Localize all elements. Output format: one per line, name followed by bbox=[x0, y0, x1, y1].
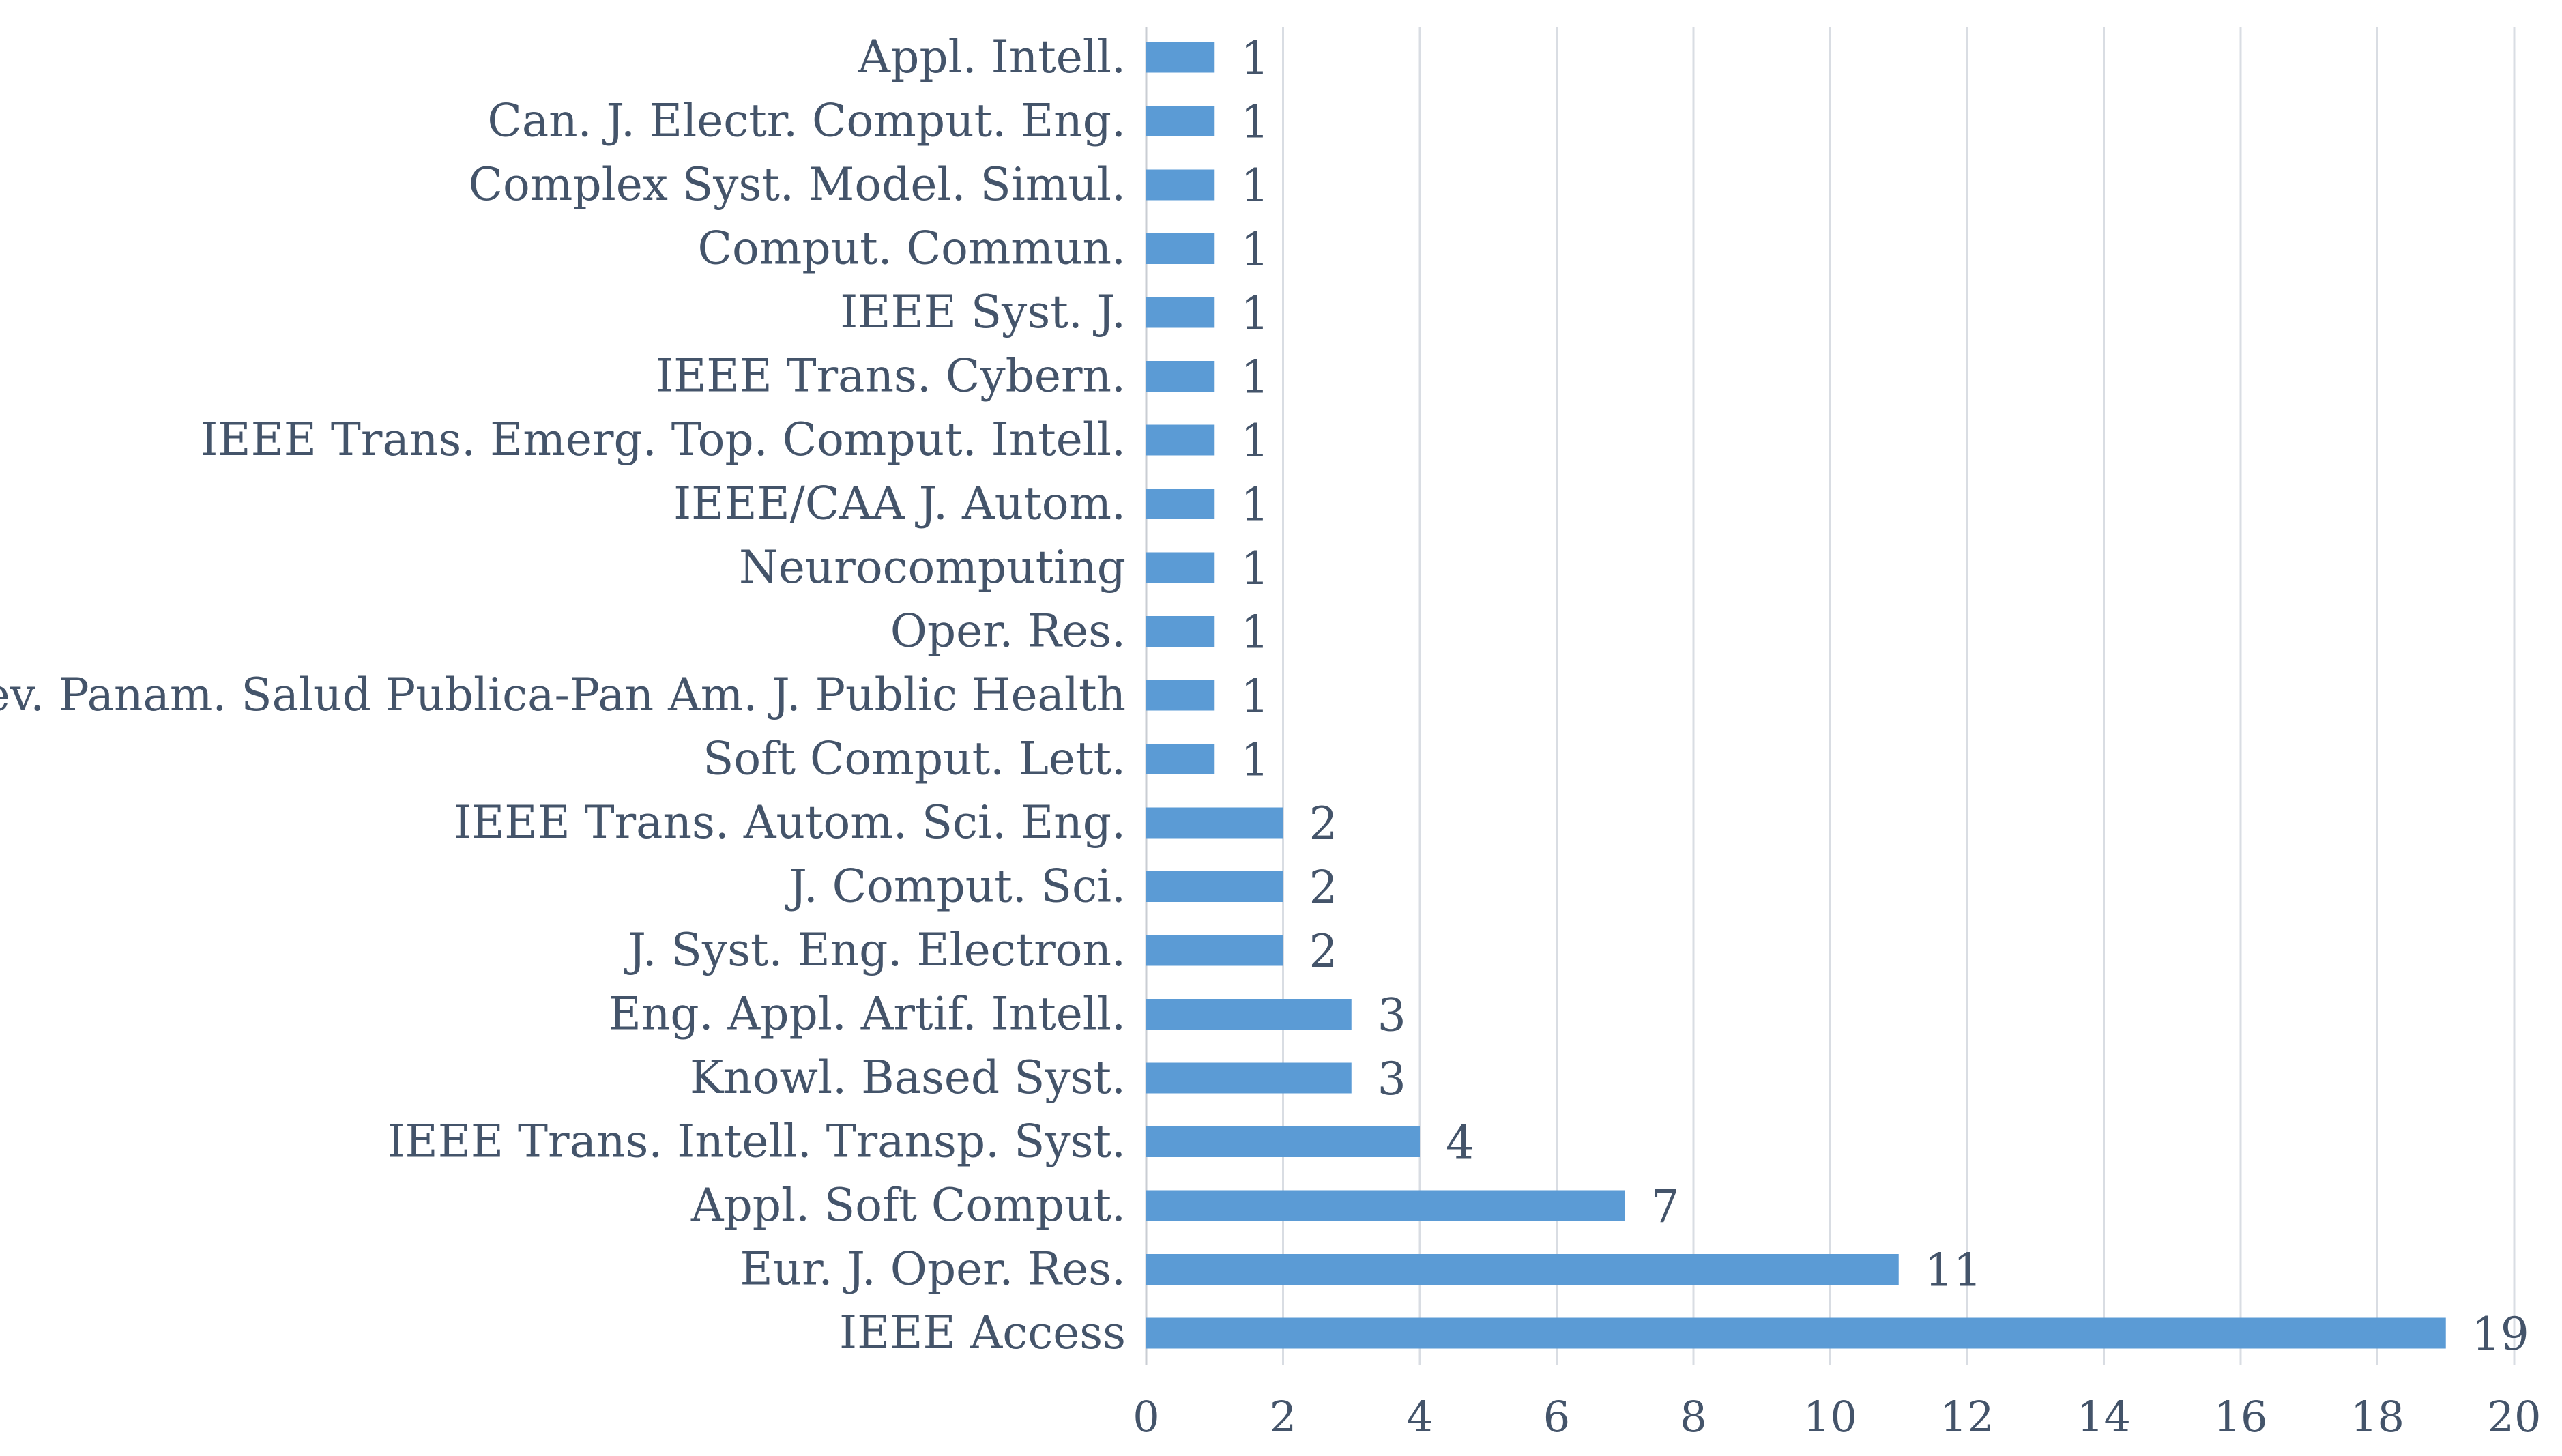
value-label-6: 1 bbox=[1240, 415, 1269, 467]
category-label-20: IEEE Access bbox=[839, 1307, 1126, 1359]
x-tick-label-2: 2 bbox=[1270, 1392, 1296, 1442]
bar-15 bbox=[1146, 999, 1352, 1030]
bar-7 bbox=[1146, 489, 1215, 519]
bars bbox=[1146, 42, 2446, 1349]
value-label-7: 1 bbox=[1240, 479, 1269, 532]
value-label-15: 3 bbox=[1378, 989, 1406, 1042]
value-label-13: 2 bbox=[1309, 862, 1338, 914]
gridlines bbox=[1145, 27, 2516, 1365]
category-label-6: IEEE Trans. Emerg. Top. Comput. Intell. bbox=[200, 413, 1126, 466]
category-label-11: Soft Comput. Lett. bbox=[703, 733, 1126, 785]
x-axis-tick-labels: 0 2 4 6 8 10 12 14 16 18 20 bbox=[1133, 1392, 2541, 1442]
category-label-2: Complex Syst. Model. Simul. bbox=[469, 158, 1126, 211]
category-label-10: Rev. Panam. Salud Publica-Pan Am. J. Pub… bbox=[0, 669, 1126, 721]
category-label-5: IEEE Trans. Cybern. bbox=[656, 350, 1126, 403]
value-label-10: 1 bbox=[1240, 670, 1269, 723]
x-tick-label-18: 18 bbox=[2350, 1392, 2404, 1442]
x-tick-label-0: 0 bbox=[1133, 1392, 1159, 1442]
bar-13 bbox=[1146, 871, 1283, 902]
x-tick-label-4: 4 bbox=[1406, 1392, 1433, 1442]
bar-6 bbox=[1146, 424, 1215, 456]
category-label-1: Can. J. Electr. Comput. Eng. bbox=[487, 95, 1126, 147]
value-label-17: 4 bbox=[1446, 1117, 1474, 1169]
category-label-19: Eur. J. Oper. Res. bbox=[740, 1243, 1126, 1296]
category-label-7: IEEE/CAA J. Autom. bbox=[673, 478, 1126, 530]
value-label-16: 3 bbox=[1378, 1053, 1406, 1105]
value-label-9: 1 bbox=[1240, 607, 1269, 659]
bar-5 bbox=[1146, 361, 1215, 392]
bar-2 bbox=[1146, 169, 1215, 201]
x-tick-label-10: 10 bbox=[1803, 1392, 1857, 1442]
bar-19 bbox=[1146, 1254, 1899, 1285]
value-label-14: 2 bbox=[1309, 925, 1338, 978]
category-label-13: J. Comput. Sci. bbox=[785, 860, 1126, 913]
bar-11 bbox=[1146, 744, 1215, 774]
bar-4 bbox=[1146, 297, 1215, 328]
value-label-18: 7 bbox=[1651, 1180, 1680, 1233]
x-tick-label-8: 8 bbox=[1680, 1392, 1706, 1442]
bar-8 bbox=[1146, 552, 1215, 583]
bar-3 bbox=[1146, 233, 1215, 264]
x-tick-label-14: 14 bbox=[2077, 1392, 2131, 1442]
bar-20 bbox=[1146, 1317, 2446, 1349]
value-label-19: 11 bbox=[1925, 1244, 1982, 1297]
category-label-16: Knowl. Based Syst. bbox=[690, 1051, 1126, 1104]
bar-0 bbox=[1146, 42, 1215, 73]
category-label-0: Appl. Intell. bbox=[857, 31, 1126, 83]
category-label-17: IEEE Trans. Intell. Transp. Syst. bbox=[387, 1116, 1126, 1168]
value-label-2: 1 bbox=[1240, 160, 1269, 212]
bar-14 bbox=[1146, 935, 1283, 966]
x-tick-label-6: 6 bbox=[1543, 1392, 1570, 1442]
value-label-1: 1 bbox=[1240, 96, 1269, 149]
value-label-20: 19 bbox=[2472, 1308, 2529, 1360]
x-tick-label-12: 12 bbox=[1940, 1392, 1994, 1442]
category-label-15: Eng. Appl. Artif. Intell. bbox=[609, 988, 1126, 1040]
value-label-4: 1 bbox=[1240, 287, 1269, 340]
bar-17 bbox=[1146, 1126, 1420, 1157]
category-labels: Appl. Intell. Can. J. Electr. Comput. Eng… bbox=[0, 31, 1126, 1359]
category-label-9: Oper. Res. bbox=[890, 605, 1126, 658]
category-label-12: IEEE Trans. Autom. Sci. Eng. bbox=[454, 796, 1126, 849]
bar-1 bbox=[1146, 106, 1215, 136]
bar-16 bbox=[1146, 1062, 1352, 1094]
bar-18 bbox=[1146, 1190, 1625, 1221]
category-label-4: IEEE Syst. J. bbox=[840, 286, 1126, 338]
bar-12 bbox=[1146, 807, 1283, 839]
value-label-12: 2 bbox=[1309, 798, 1338, 850]
x-tick-label-16: 16 bbox=[2214, 1392, 2268, 1442]
category-label-18: Appl. Soft Comput. bbox=[690, 1179, 1126, 1232]
value-label-11: 1 bbox=[1240, 734, 1269, 787]
bar-9 bbox=[1146, 616, 1215, 647]
value-label-3: 1 bbox=[1240, 224, 1269, 276]
category-label-3: Comput. Commun. bbox=[698, 222, 1126, 275]
value-label-8: 1 bbox=[1240, 542, 1269, 595]
bar-10 bbox=[1146, 680, 1215, 711]
value-label-0: 1 bbox=[1240, 32, 1269, 85]
category-label-14: J. Syst. Eng. Electron. bbox=[624, 924, 1126, 976]
x-tick-label-20: 20 bbox=[2488, 1392, 2542, 1442]
value-label-5: 1 bbox=[1240, 351, 1269, 404]
category-label-8: Neurocomputing bbox=[739, 541, 1126, 594]
